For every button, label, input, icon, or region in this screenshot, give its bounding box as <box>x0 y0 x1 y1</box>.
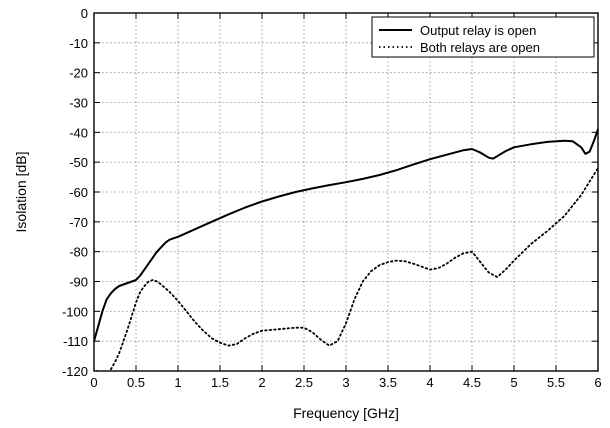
x-tick-label: 6 <box>594 375 601 390</box>
series-line-both-relays <box>95 167 598 371</box>
y-axis-title: Isolation [dB] <box>13 152 29 233</box>
x-tick-labels: 0 0.5 1 1.5 2 2.5 3 3.5 4 4.5 5 5.5 6 <box>90 375 601 390</box>
y-tick-label: -110 <box>63 334 88 349</box>
x-tick-label: 3 <box>342 375 349 390</box>
y-tick-label: -40 <box>69 125 88 140</box>
x-tick-label: 4 <box>426 375 433 390</box>
x-tick-label: 1 <box>174 375 181 390</box>
y-tick-label: -100 <box>62 304 88 319</box>
y-tick-label: -50 <box>69 155 88 170</box>
x-axis-title: Frequency [GHz] <box>293 405 399 421</box>
y-tick-label: -30 <box>69 96 88 111</box>
x-tick-label: 2.5 <box>295 375 313 390</box>
legend-label-output-relay: Output relay is open <box>420 23 536 38</box>
series-layer <box>94 128 598 371</box>
y-tick-label: -120 <box>62 364 88 379</box>
y-tick-label: 0 <box>81 6 88 21</box>
legend-label-both-relays: Both relays are open <box>420 40 540 55</box>
y-tick-labels: 0 -10 -20 -30 -40 -50 -60 -70 -80 -90 -100 -110 -120 <box>62 6 88 379</box>
x-tick-label: 0 <box>90 375 97 390</box>
x-tick-label: 2 <box>258 375 265 390</box>
legend-box <box>371 16 595 58</box>
y-tick-label: -70 <box>69 215 88 230</box>
y-tick-label: -20 <box>69 66 88 81</box>
y-tick-label: -90 <box>69 275 88 290</box>
grid-lines <box>94 13 598 371</box>
legend: Output relay is open Both relays are ope… <box>371 16 595 58</box>
series-line-output-relay <box>94 128 598 343</box>
x-tick-label: 1.5 <box>211 375 229 390</box>
x-tick-label: 5.5 <box>547 375 565 390</box>
y-tick-label: -10 <box>69 36 88 51</box>
x-tick-label: 3.5 <box>379 375 397 390</box>
x-tick-label: 0.5 <box>127 375 145 390</box>
x-tick-label: 5 <box>510 375 517 390</box>
x-tick-label: 4.5 <box>463 375 481 390</box>
y-tick-label: -60 <box>69 185 88 200</box>
y-tick-label: -80 <box>69 245 88 260</box>
